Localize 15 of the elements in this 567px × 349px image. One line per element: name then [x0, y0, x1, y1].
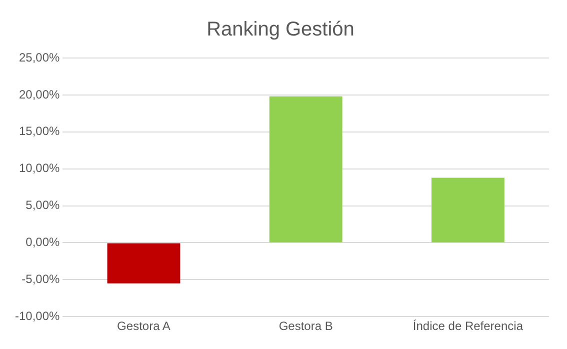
y-tick-label: 5,00%	[26, 198, 60, 212]
y-tick-label: 10,00%	[18, 161, 60, 176]
x-tick-label: Gestora B	[278, 319, 333, 334]
y-tick-label: 25,00%	[18, 50, 60, 64]
y-tick-label: -5,00%	[22, 272, 60, 286]
bar	[269, 96, 342, 242]
bar	[107, 243, 180, 284]
bar	[431, 178, 504, 242]
chart-title: Ranking Gestión	[206, 18, 354, 41]
y-tick-label: 0,00%	[26, 235, 60, 250]
x-tick-label: Índice de Referencia	[412, 319, 524, 334]
y-tick-label: -10,00%	[14, 308, 60, 323]
x-tick-label: Gestora A	[117, 319, 170, 334]
y-tick-label: 20,00%	[18, 87, 60, 102]
y-tick-label: 15,00%	[18, 124, 60, 138]
